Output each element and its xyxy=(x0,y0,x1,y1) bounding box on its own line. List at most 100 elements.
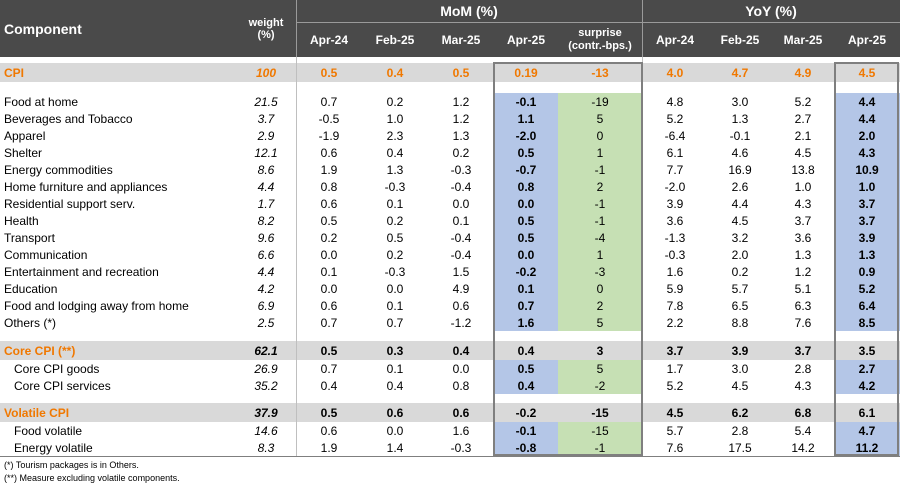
row-label: Shelter xyxy=(4,145,43,160)
row-weight: 14.6 xyxy=(254,423,278,438)
row-weight: 35.2 xyxy=(254,378,278,393)
mom-apr24: 0.8 xyxy=(320,179,338,194)
yoy-apr25: 3.7 xyxy=(834,195,900,212)
row-weight: 4.4 xyxy=(257,264,275,279)
row-label: Food and lodging away from home xyxy=(4,298,189,313)
yoy-feb25: 6.5 xyxy=(731,298,749,313)
mom-mar25: 0.8 xyxy=(452,378,470,393)
surprise: 5 xyxy=(558,360,642,377)
row-weight: 6.9 xyxy=(257,298,275,313)
mom-apr25: 1.6 xyxy=(494,314,558,331)
mom-apr24: 0.4 xyxy=(320,378,338,393)
yoy-apr25: 1.0 xyxy=(834,178,900,195)
yoy-apr24: 4.8 xyxy=(666,94,684,109)
row-label: Home furniture and appliances xyxy=(4,179,168,194)
surprise: 2 xyxy=(558,297,642,314)
surprise: -1 xyxy=(558,195,642,212)
yoy-group-header: YoY (%) xyxy=(745,3,797,19)
row-label: Food volatile xyxy=(14,423,83,438)
mom-mar25: -1.2 xyxy=(450,315,472,330)
yoy-mar25: 3.7 xyxy=(794,213,812,228)
footnote-core: (**) Measure excluding volatile componen… xyxy=(4,473,180,483)
yoy-apr24: 5.2 xyxy=(666,378,684,393)
yoy-feb25: 3.0 xyxy=(731,361,749,376)
row-label: Health xyxy=(4,213,39,228)
table-row: Communication 6.6 0.0 0.2 -0.4 0.0 1 -0.3 2.0 1.3… xyxy=(0,246,900,263)
mom-apr24: -1.9 xyxy=(318,128,340,143)
weight-header: weight (%) xyxy=(236,0,296,57)
mom-mar25: 4.9 xyxy=(452,281,470,296)
yoy-mar25: 1.2 xyxy=(794,264,812,279)
mom-apr25: 0.5 xyxy=(494,144,558,161)
row-weight: 100 xyxy=(255,65,277,80)
surprise-header-line2: (contr.-bps.) xyxy=(568,39,632,52)
mom-apr24: 0.6 xyxy=(320,196,338,211)
yoy-feb25: 6.2 xyxy=(731,405,749,420)
table-row: Home furniture and appliances 4.4 0.8 -0.3 -… xyxy=(0,178,900,195)
row-label: Communication xyxy=(4,247,88,262)
surprise: 1 xyxy=(558,246,642,263)
mom-apr25: 0.4 xyxy=(517,343,535,358)
weight-header-line1: weight xyxy=(248,16,284,29)
yoy-apr24: 4.0 xyxy=(666,65,684,80)
yoy-mar25: 5.1 xyxy=(794,281,812,296)
mom-mar25: 1.5 xyxy=(452,264,470,279)
row-label: Energy volatile xyxy=(14,440,93,455)
mom-feb25: 0.0 xyxy=(386,423,404,438)
yoy-apr25: 2.7 xyxy=(834,360,900,377)
row-weight: 12.1 xyxy=(254,145,278,160)
mom-feb25: 2.3 xyxy=(386,128,404,143)
table-header: Component weight (%) MoM (%) YoY (%) Apr… xyxy=(0,0,900,57)
row-weight: 8.2 xyxy=(257,213,275,228)
mom-apr25: -0.1 xyxy=(494,93,558,110)
row-weight: 37.9 xyxy=(254,405,278,420)
mom-mar25: -0.3 xyxy=(450,440,472,455)
yoy-apr25: 6.4 xyxy=(834,297,900,314)
yoy-feb25: 3.9 xyxy=(731,343,749,358)
yoy-apr24: -2.0 xyxy=(664,179,686,194)
yoy-feb25: 4.6 xyxy=(731,145,749,160)
yoy-apr25: 5.2 xyxy=(834,280,900,297)
row-label: Education xyxy=(4,281,58,296)
row-weight: 21.5 xyxy=(254,94,278,109)
mom-mar25: 1.6 xyxy=(452,423,470,438)
table-row: Core CPI (**) 62.1 0.5 0.3 0.4 0.4 3 3.7… xyxy=(0,341,900,360)
surprise: -1 xyxy=(558,161,642,178)
row-weight: 26.9 xyxy=(254,361,278,376)
mom-apr25: -0.2 xyxy=(515,405,537,420)
yoy-apr24: 1.6 xyxy=(666,264,684,279)
surprise: 5 xyxy=(558,110,642,127)
surprise: 3 xyxy=(596,343,604,358)
yoy-apr25: 1.3 xyxy=(834,246,900,263)
row-label: Core CPI (**) xyxy=(4,343,76,358)
mom-apr24: 1.9 xyxy=(320,440,338,455)
mom-apr25: 0.19 xyxy=(514,65,538,80)
table-row: Food and lodging away from home 6.9 0.6 0.1… xyxy=(0,297,900,314)
surprise: -15 xyxy=(558,422,642,439)
surprise: -1 xyxy=(558,212,642,229)
yoy-apr24: 1.7 xyxy=(666,361,684,376)
mom-feb25: 1.4 xyxy=(386,440,404,455)
table-row: Health 8.2 0.5 0.2 0.1 0.5 -1 3.6 4.5 3.7 3.7 xyxy=(0,212,900,229)
surprise: -19 xyxy=(558,93,642,110)
yoy-apr24: 3.6 xyxy=(666,213,684,228)
yoy-mar25: 4.5 xyxy=(794,145,812,160)
yoy-feb25: 4.4 xyxy=(731,196,749,211)
surprise: 2 xyxy=(558,178,642,195)
yoy-apr25: 4.5 xyxy=(858,65,876,80)
row-label: Food at home xyxy=(4,94,79,109)
yoy-feb25: 8.8 xyxy=(731,315,749,330)
yoy-mar25: 4.3 xyxy=(794,378,812,393)
yoy-col-apr24: Apr-24 xyxy=(655,32,694,47)
yoy-mar25: 3.6 xyxy=(794,230,812,245)
mom-apr25: 0.0 xyxy=(494,195,558,212)
yoy-apr24: 3.9 xyxy=(666,196,684,211)
yoy-apr24: -6.4 xyxy=(664,128,686,143)
yoy-mar25: 3.7 xyxy=(794,343,812,358)
yoy-apr24: 3.7 xyxy=(666,343,684,358)
weight-header-line2: (%) xyxy=(257,28,275,41)
mom-apr25: 0.7 xyxy=(494,297,558,314)
mom-mar25: -0.3 xyxy=(450,162,472,177)
row-label: Beverages and Tobacco xyxy=(4,111,133,126)
yoy-mar25: 1.3 xyxy=(794,247,812,262)
